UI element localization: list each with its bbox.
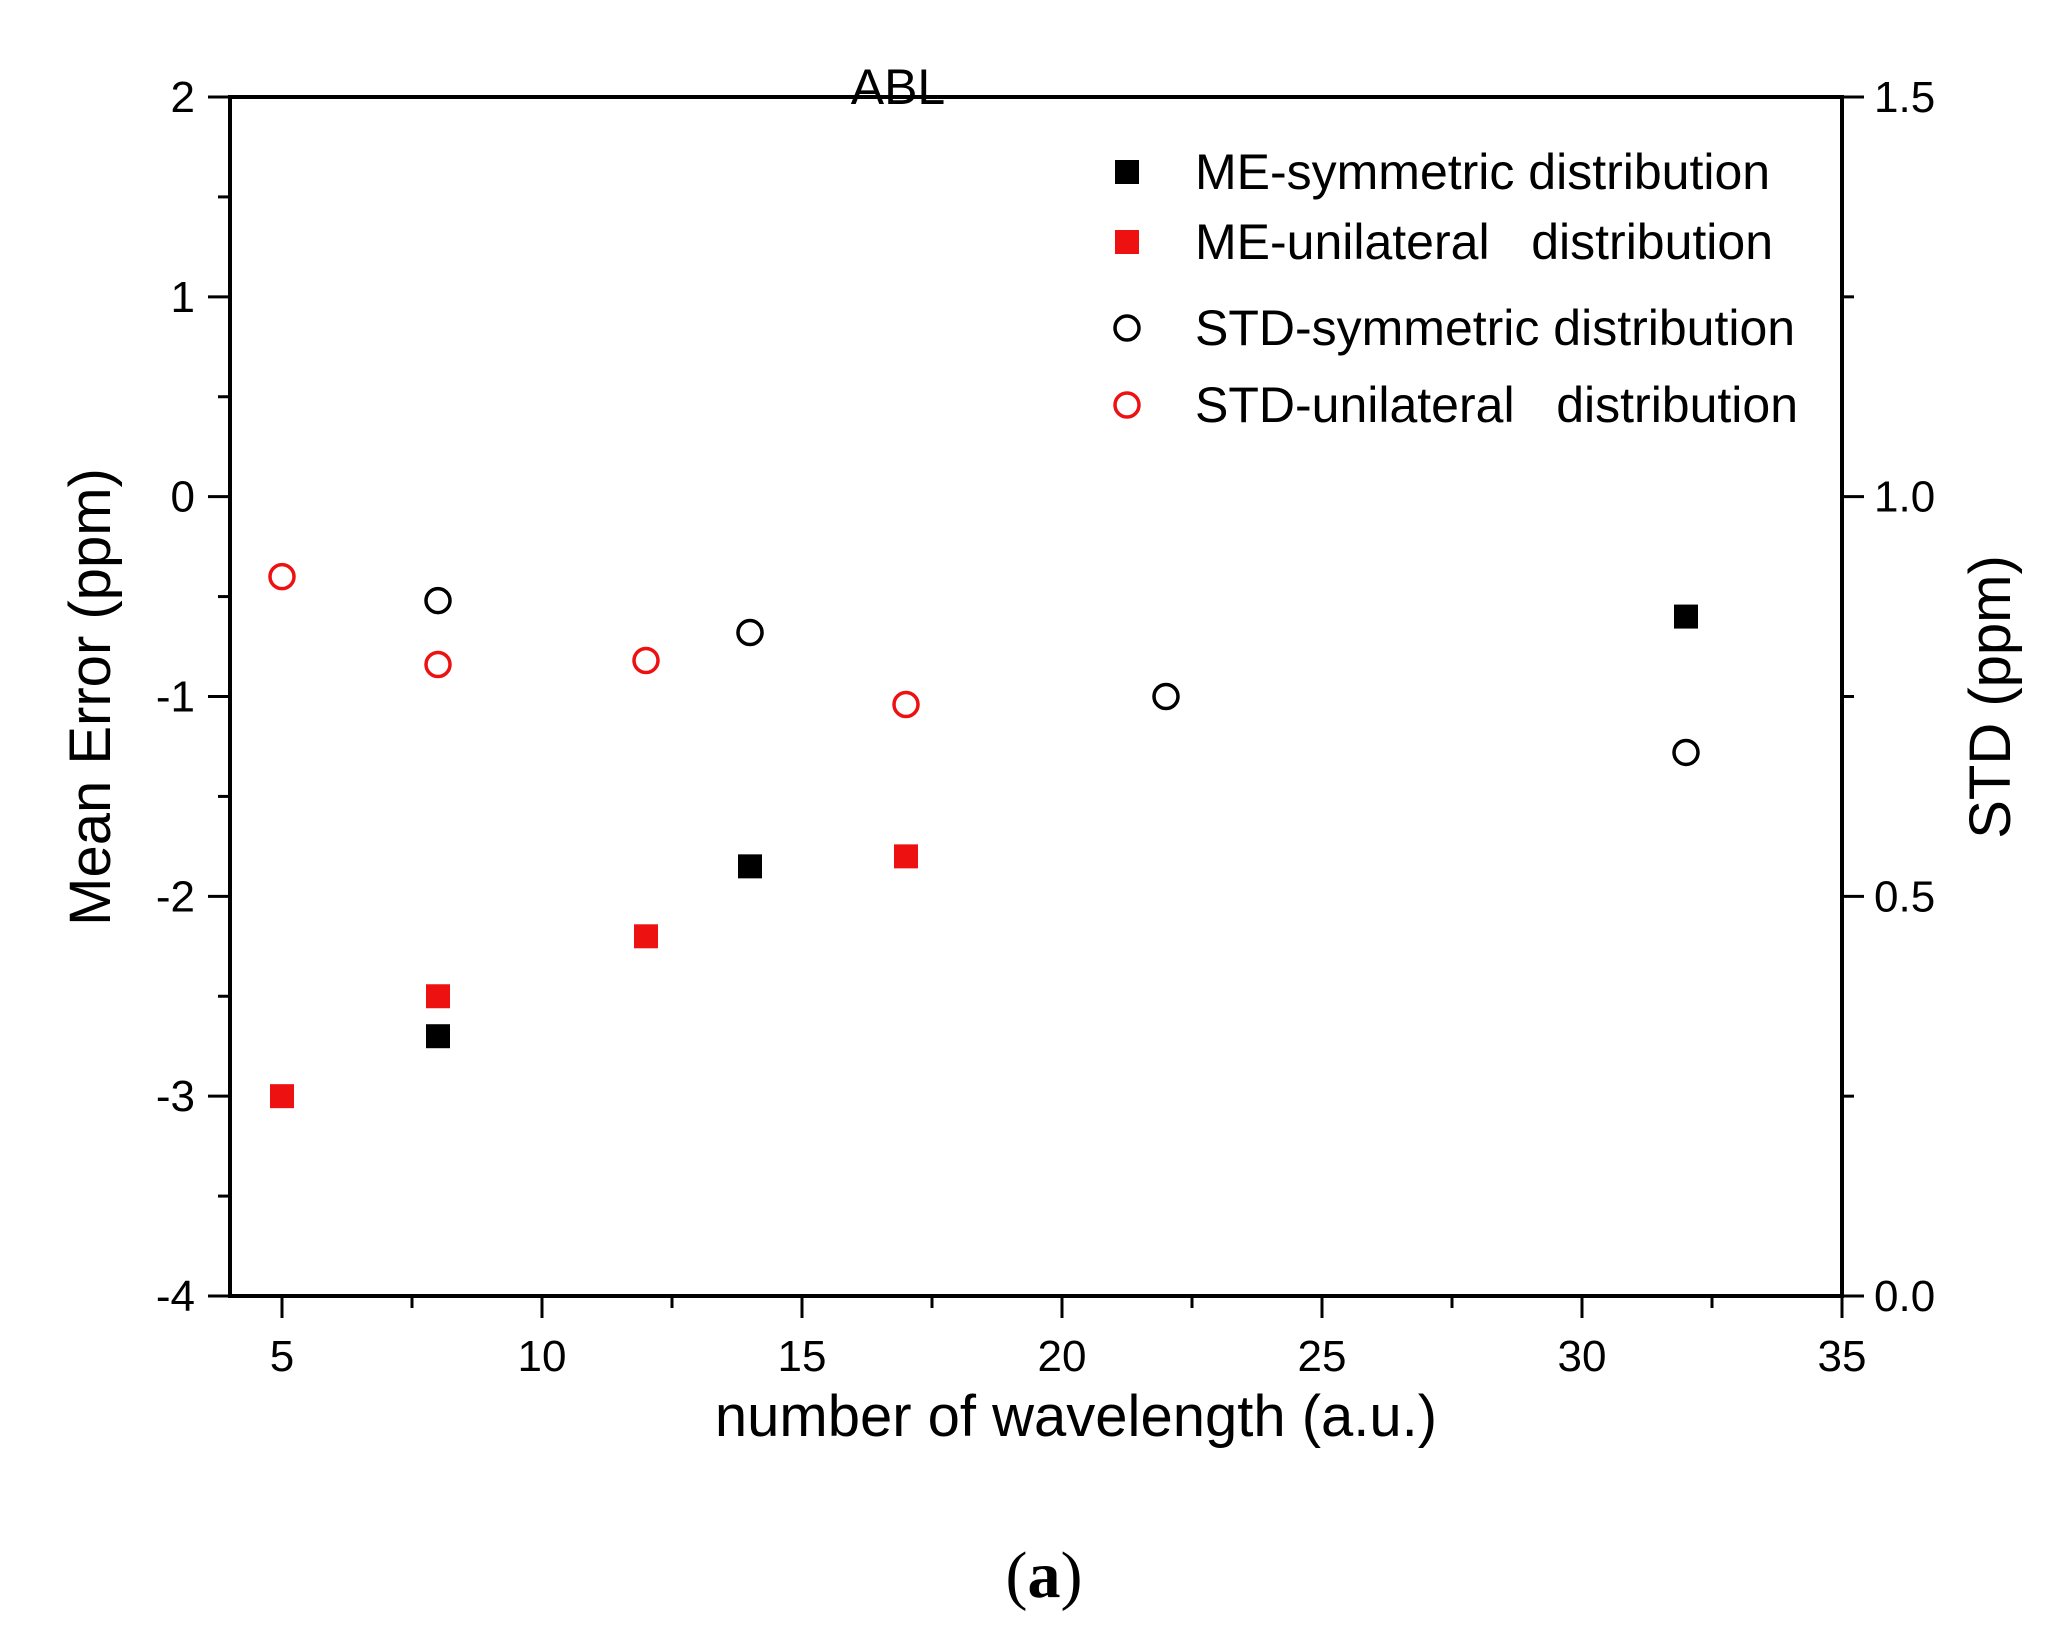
series-1-point [1674,604,1698,629]
series-2-point [894,844,918,869]
x-tick-label: 30 [1558,1332,1607,1381]
series-2-point [426,984,450,1009]
legend-marker-4 [1113,391,1141,419]
panel-label-letter: a [1028,1539,1061,1612]
y-left-tick-label: -3 [156,1072,195,1121]
y-right-tick-label: 0.0 [1874,1272,1935,1321]
chart-title: ABL [851,59,946,115]
plot-area [228,95,1844,1298]
y-left-axis-title: Mean Error (ppm) [58,468,123,926]
legend-label-4: STD-unilateral distribution [1195,377,1798,433]
series-4-point [632,646,660,675]
series-3-point [1152,682,1180,711]
legend-marker-3 [1113,314,1141,342]
series-2-point [270,1084,294,1109]
ticks [208,95,1864,1318]
series-4-point [892,690,920,719]
y-left-tick-label: 0 [171,473,195,522]
series-3-point [736,618,764,647]
y-left-tick-label: -4 [156,1272,195,1321]
y-left-tick-label: 1 [171,273,195,322]
x-tick-label: 15 [778,1332,827,1381]
x-tick-label: 5 [270,1332,294,1381]
panel-label-close: ) [1061,1539,1083,1612]
series-4-point [424,650,452,679]
legend-label-1: ME-symmetric distribution [1195,144,1770,200]
y-left-tick-label: 2 [171,73,195,122]
panel-label-open: ( [1006,1539,1028,1612]
data-marks [268,562,1700,1109]
y-right-tick-label: 1.0 [1874,473,1935,522]
x-axis-title: number of wavelength (a.u.) [715,1384,1437,1449]
y-right-tick-label: 1.5 [1874,73,1935,122]
y-left-tick-label: -2 [156,872,195,921]
x-tick-label: 20 [1038,1332,1087,1381]
legend: ME-symmetric distribution ME-unilateral d… [1113,144,1798,433]
x-tick-label: 25 [1298,1332,1347,1381]
legend-marker-2 [1115,230,1139,254]
y-left-tick-label: -1 [156,673,195,722]
series-4-point [268,562,296,591]
legend-label-2: ME-unilateral distribution [1195,214,1773,270]
x-tick-label: 35 [1818,1332,1867,1381]
series-1-point [426,1024,450,1049]
series-3-point [1672,738,1700,767]
legend-label-3: STD-symmetric distribution [1195,300,1795,356]
series-1-point [738,854,762,879]
series-3-point [424,586,452,615]
y-right-axis-title: STD (ppm) [1958,555,2023,839]
series-2-point [634,924,658,949]
legend-marker-1 [1115,160,1139,184]
x-tick-label: 10 [518,1332,567,1381]
panel-label: (a) [1006,1539,1083,1612]
y-right-tick-label: 0.5 [1874,872,1935,921]
